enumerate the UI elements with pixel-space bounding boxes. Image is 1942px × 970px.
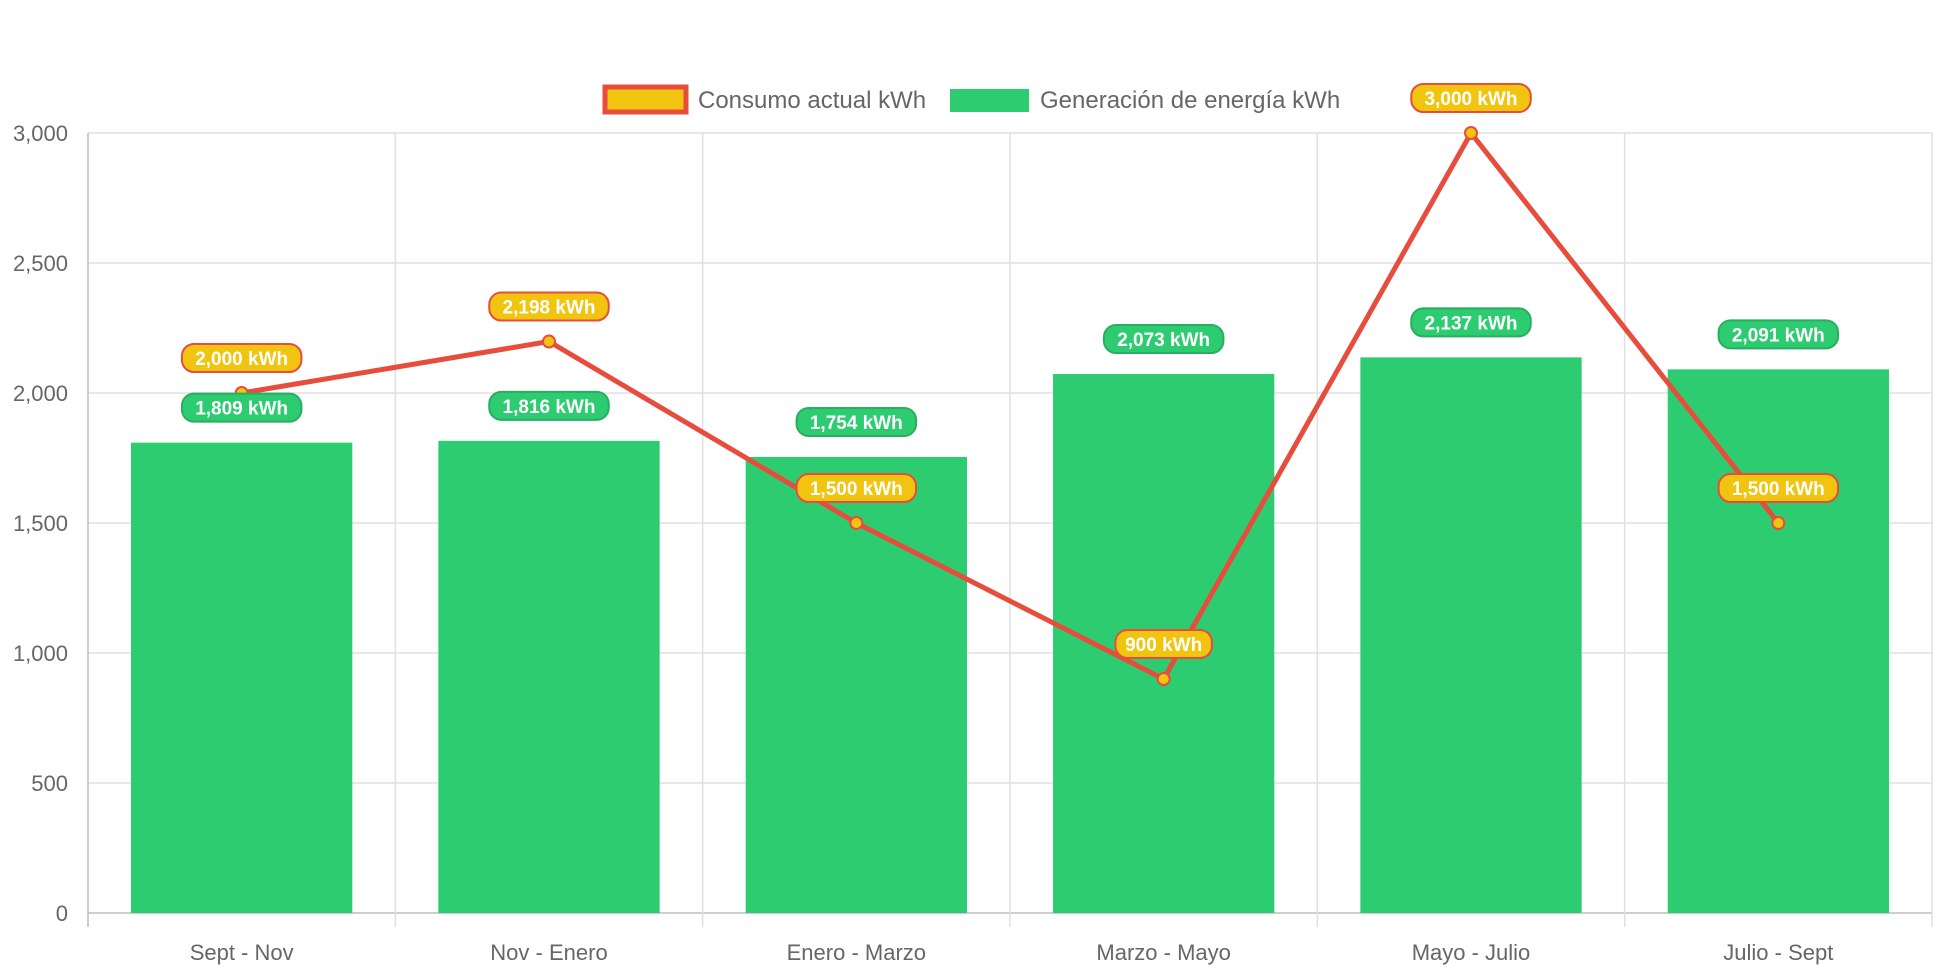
line-point[interactable] [1464, 126, 1478, 140]
bar[interactable] [1360, 357, 1582, 913]
line-data-label-text: 3,000 kWh [1425, 89, 1518, 110]
x-tick-label: Enero - Marzo [787, 940, 926, 965]
line-point[interactable] [1156, 672, 1171, 686]
line-data-label-text: 2,198 kWh [503, 298, 596, 319]
line-data-label-bg [1410, 83, 1532, 113]
line-point[interactable] [542, 334, 556, 349]
y-tick-label: 0 [56, 901, 68, 926]
legend-label-consumo: Consumo actual kWh [698, 87, 926, 114]
line-data-label: 2,000 kWh [180, 343, 303, 373]
bar-data-label-bg [488, 390, 610, 421]
bar[interactable] [1667, 369, 1889, 914]
bar-data-label: 2,073 kWh [1102, 324, 1225, 355]
axes: 0 500 1,000 1,500 2,000 2,500 3,000 Sept - Nov N… [13, 121, 1833, 965]
line-data-label: 2,198 kWh [488, 291, 610, 322]
line-point[interactable] [849, 516, 864, 530]
grid [87, 132, 1933, 927]
line-data-label-bg [795, 473, 918, 503]
bar-data-label-text: 1,754 kWh [810, 413, 903, 434]
legend-swatch-consumo [602, 84, 689, 115]
legend-item-generacion[interactable]: Generación de energía kWh [950, 87, 1340, 114]
bar-data-label-text: 2,091 kWh [1732, 325, 1825, 346]
line-series [234, 126, 1786, 686]
legend-label-generacion: Generación de energía kWh [1040, 87, 1340, 114]
line-data-label-text: 1,500 kWh [810, 479, 903, 500]
bar-data-label-text: 1,816 kWh [503, 397, 596, 418]
x-tick-label: Julio - Sept [1723, 940, 1833, 965]
x-tick-label: Sept - Nov [190, 940, 294, 965]
bar-data-label-text: 2,137 kWh [1425, 313, 1518, 334]
bar-data-label-bg [1102, 324, 1225, 355]
line-path [241, 130, 1781, 682]
x-tick-label: Marzo - Mayo [1096, 940, 1230, 965]
data-labels: 1,809 kWh 1,816 kWh 1,754 kWh 2,073 kWh 2,13… [180, 83, 1840, 659]
bar-data-label-text: 1,809 kWh [195, 399, 288, 420]
y-tick-label: 2,500 [13, 251, 68, 276]
y-tick-label: 1,000 [13, 641, 68, 666]
legend-swatch-generacion [950, 89, 1029, 112]
x-tick-label: Nov - Enero [490, 940, 607, 965]
x-tick-label: Mayo - Julio [1412, 940, 1531, 965]
legend: Consumo actual kWh Generación de energía… [602, 84, 1340, 115]
bar-data-label-text: 2,073 kWh [1117, 330, 1210, 351]
y-tick-label: 500 [31, 771, 68, 796]
line-data-label-text: 900 kWh [1125, 635, 1202, 656]
legend-item-consumo[interactable]: Consumo actual kWh [602, 84, 926, 115]
y-tick-label: 1,500 [13, 511, 68, 536]
bar-data-label-bg [1410, 307, 1532, 338]
line-data-label: 1,500 kWh [795, 473, 918, 503]
bar[interactable] [438, 440, 660, 913]
bar[interactable] [131, 442, 353, 913]
bar[interactable] [745, 456, 967, 913]
y-tick-label: 3,000 [13, 121, 68, 146]
bar-data-label: 1,809 kWh [180, 392, 303, 423]
bar-data-label-bg [795, 406, 918, 437]
line-data-label: 1,500 kWh [1717, 473, 1840, 503]
line-data-label-text: 1,500 kWh [1732, 479, 1825, 500]
bar-data-label: 2,137 kWh [1410, 307, 1532, 338]
bar-data-label: 1,754 kWh [795, 406, 918, 437]
line-data-label-bg [1717, 473, 1840, 503]
bar-data-label-bg [1717, 319, 1840, 350]
bar-data-label: 1,816 kWh [488, 390, 610, 421]
line-point[interactable] [1771, 516, 1786, 530]
bar-data-label-bg [180, 392, 303, 423]
y-tick-label: 2,000 [13, 381, 68, 406]
line-data-label: 3,000 kWh [1410, 83, 1532, 113]
line-data-label-text: 2,000 kWh [195, 349, 288, 370]
line-data-label-bg [180, 343, 303, 373]
bar-data-label: 2,091 kWh [1717, 319, 1840, 350]
line-data-label-bg [488, 291, 610, 322]
line-data-label-bg [1114, 629, 1213, 659]
line-data-label: 900 kWh [1114, 629, 1213, 659]
